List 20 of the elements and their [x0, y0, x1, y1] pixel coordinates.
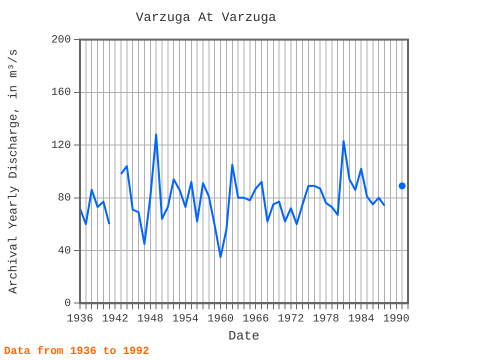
- x-tick-label: 1990: [383, 314, 410, 326]
- y-tick-label: 160: [51, 87, 71, 100]
- x-tick-label: 1954: [172, 314, 200, 326]
- y-tick-label: 120: [51, 140, 71, 152]
- x-axis-title: Date: [228, 328, 260, 344]
- x-tick-label: 1936: [66, 314, 94, 326]
- x-tick-label: 1972: [278, 314, 304, 326]
- x-tick-label: 1948: [137, 314, 164, 326]
- x-tick-label: 1966: [242, 314, 269, 326]
- text: Data from 1936 to 1992: [4, 346, 150, 358]
- y-tick-label: 40: [58, 245, 71, 258]
- y-tick-label: 80: [58, 192, 71, 205]
- y-tick-label: 200: [51, 34, 71, 47]
- x-tick-label: 1942: [102, 314, 128, 326]
- chart-title: Varzuga At Varzuga: [136, 10, 276, 26]
- y-axis-title: Archival Yearly Discharge, in m³/s: [6, 48, 20, 294]
- x-tick-label: 1978: [312, 314, 340, 326]
- x-tick-label: 1984: [348, 314, 375, 326]
- y-tick-label: 0: [64, 298, 71, 310]
- x-tick-label: 1960: [207, 314, 234, 326]
